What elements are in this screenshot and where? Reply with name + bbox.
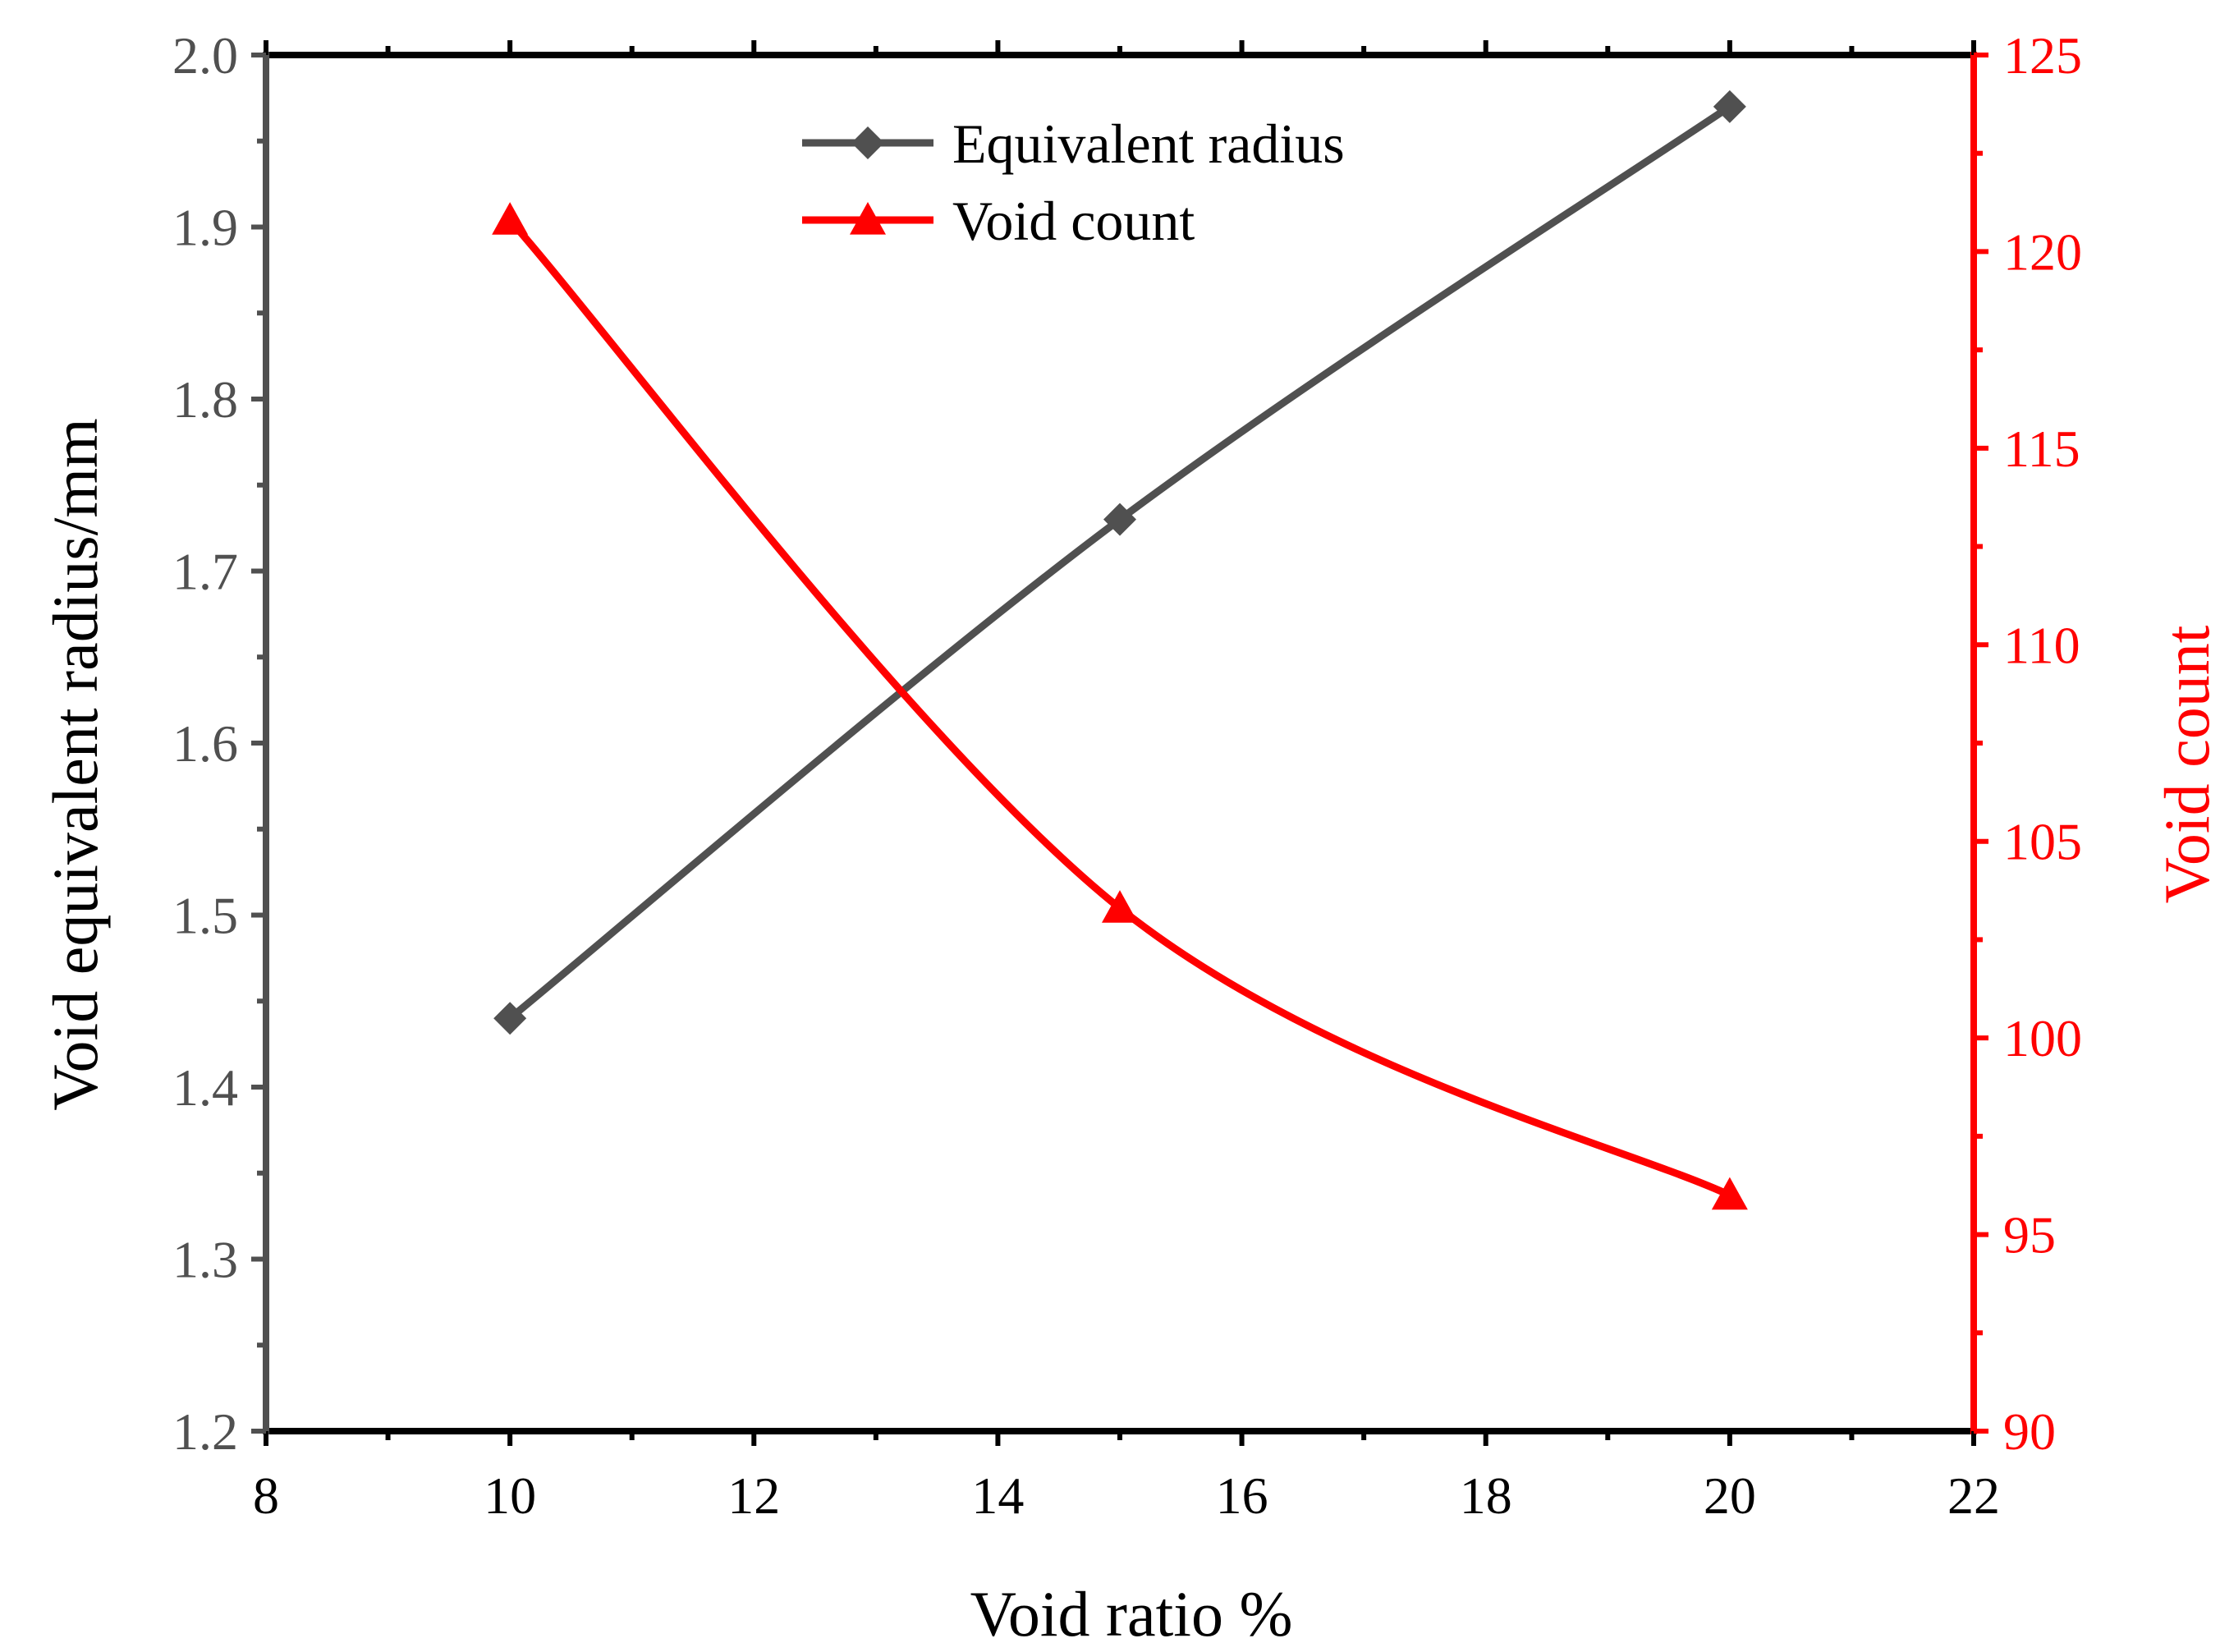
data-point-equivalent-radius-10 (493, 1002, 527, 1035)
x-axis-label: Void ratio % (970, 1578, 1293, 1650)
y-right-tick-label: 115 (2003, 420, 2080, 478)
y-left-tick-label: 1.2 (172, 1402, 238, 1461)
x-tick-label: 20 (1704, 1466, 1756, 1525)
y-axis-right-label: Void count (2151, 625, 2220, 903)
legend-marker-void-count (850, 202, 886, 235)
legend-marker-equivalent-radius (851, 126, 884, 159)
data-point-void-count-20 (1711, 1177, 1748, 1210)
y-left-tick-label: 1.5 (172, 887, 238, 945)
y-left-tick-label: 1.3 (172, 1231, 238, 1289)
x-tick-label: 12 (727, 1466, 780, 1525)
y-left-tick-label: 1.9 (172, 199, 238, 257)
data-point-void-count-15 (1102, 890, 1138, 923)
legend-label-equivalent-radius: Equivalent radius (952, 112, 1345, 175)
x-tick-label: 14 (971, 1466, 1024, 1525)
data-point-void-count-10 (492, 202, 529, 235)
legend: Equivalent radius Void count (802, 112, 1345, 252)
y-left-tick-label: 1.8 (172, 370, 238, 429)
y-left-tick-label: 1.6 (172, 714, 238, 773)
y-axis-left-label: Void equivalent radius/mm (39, 418, 111, 1110)
y-right-tick-label: 90 (2003, 1402, 2056, 1461)
x-tick-label: 18 (1460, 1466, 1512, 1525)
data-point-equivalent-radius-15 (1103, 502, 1136, 536)
x-tick-label: 8 (253, 1466, 279, 1525)
y-right-tick-label: 120 (2003, 223, 2082, 281)
x-tick-label: 16 (1216, 1466, 1268, 1525)
data-point-equivalent-radius-20 (1713, 89, 1746, 123)
y-right-tick-label: 100 (2003, 1009, 2082, 1067)
y-right-tick-label: 105 (2003, 813, 2082, 871)
plot-area (492, 89, 1748, 1210)
y-right-tick-label: 125 (2003, 26, 2082, 85)
y-right-tick-label: 110 (2003, 616, 2080, 674)
y-right-tick-label: 95 (2003, 1206, 2056, 1264)
axes: 8 10 12 14 16 18 20 22 1.2 1.3 1.4 1.5 1.6 1.7 1.8 1.9 2… (172, 26, 2082, 1525)
x-tick-label: 22 (1947, 1466, 2000, 1525)
x-tick-label: 10 (484, 1466, 536, 1525)
legend-label-void-count: Void count (952, 190, 1195, 252)
y-left-tick-label: 1.4 (172, 1058, 238, 1117)
series-line-void-count (506, 216, 1734, 1200)
y-left-tick-label: 1.7 (172, 543, 238, 601)
y-left-tick-label: 2.0 (172, 26, 238, 85)
